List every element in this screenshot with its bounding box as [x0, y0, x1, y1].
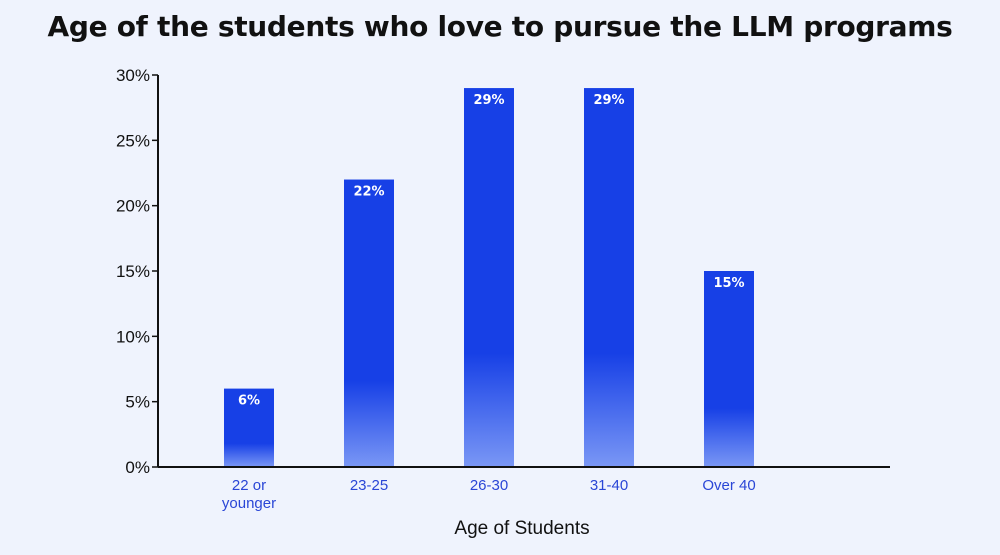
- y-tick-label: 5%: [125, 393, 150, 412]
- chart-title: Age of the students who love to pursue t…: [47, 10, 953, 43]
- y-tick-label: 0%: [125, 458, 150, 477]
- bar: [344, 179, 394, 468]
- x-category-label: Over 40: [702, 477, 755, 494]
- y-tick-label: 30%: [116, 66, 150, 85]
- bars-group: 6% 22% 29% 29% 15%: [224, 88, 754, 468]
- bar: [464, 88, 514, 468]
- bar: [224, 388, 274, 467]
- y-tick-label: 10%: [116, 327, 150, 346]
- bar-value-label: 22%: [353, 185, 384, 200]
- x-axis-title: Age of Students: [454, 518, 589, 539]
- bar-value-label: 15%: [713, 276, 744, 291]
- x-category-label: 26-30: [470, 477, 508, 494]
- x-category-label: 23-25: [350, 477, 388, 494]
- bar-value-label: 29%: [473, 93, 504, 108]
- y-axis-ticks: 0% 5% 10% 15% 20% 25% 30%: [116, 66, 158, 477]
- x-category-label: 31-40: [590, 477, 628, 494]
- bar: [704, 271, 754, 467]
- y-tick-label: 25%: [116, 131, 150, 150]
- x-category-label: 22 or younger: [222, 477, 276, 512]
- x-axis-labels: 22 or younger 23-25 26-30 31-40 Over 40: [222, 477, 756, 512]
- bar: [584, 88, 634, 468]
- bar-value-label: 29%: [593, 93, 624, 108]
- y-tick-label: 20%: [116, 197, 150, 216]
- bar-value-label: 6%: [238, 394, 260, 409]
- y-tick-label: 15%: [116, 262, 150, 281]
